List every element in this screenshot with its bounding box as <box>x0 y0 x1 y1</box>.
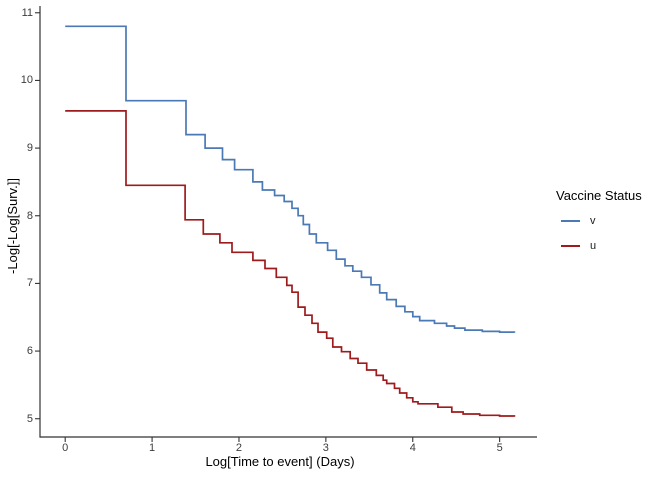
y-tick-label-8: 8 <box>26 209 33 222</box>
legend-key-line-v <box>561 220 580 222</box>
legend: Vaccine Status v u <box>556 188 642 253</box>
legend-item-label-u: u <box>590 240 597 252</box>
x-tick-label-4: 4 <box>409 442 416 454</box>
y-tick-label-6: 6 <box>26 345 33 358</box>
legend-item-label-v: v <box>590 215 596 227</box>
legend-item-v: v <box>556 214 642 228</box>
x-tick-label-1: 1 <box>149 442 156 454</box>
y-tick-label-9: 9 <box>26 142 33 155</box>
series-line-v <box>65 25 516 333</box>
legend-item-u: u <box>556 239 642 253</box>
y-tick-label-11: 11 <box>21 6 33 19</box>
y-tick-label-10: 10 <box>20 74 33 87</box>
y-axis-title: -Log[-Log[Surv.]] <box>5 178 20 274</box>
series-line-u <box>65 110 516 417</box>
x-tick-label-3: 3 <box>322 442 329 454</box>
legend-title: Vaccine Status <box>556 188 642 203</box>
x-tick-label-5: 5 <box>496 442 503 454</box>
x-tick-label-0: 0 <box>62 442 69 454</box>
y-tick-label-7: 7 <box>26 277 33 290</box>
legend-key-line-u <box>561 245 580 247</box>
x-axis-title: Log[Time to event] (Days) <box>205 454 355 469</box>
y-tick-label-5: 5 <box>26 412 33 425</box>
x-tick-label-2: 2 <box>235 442 243 454</box>
